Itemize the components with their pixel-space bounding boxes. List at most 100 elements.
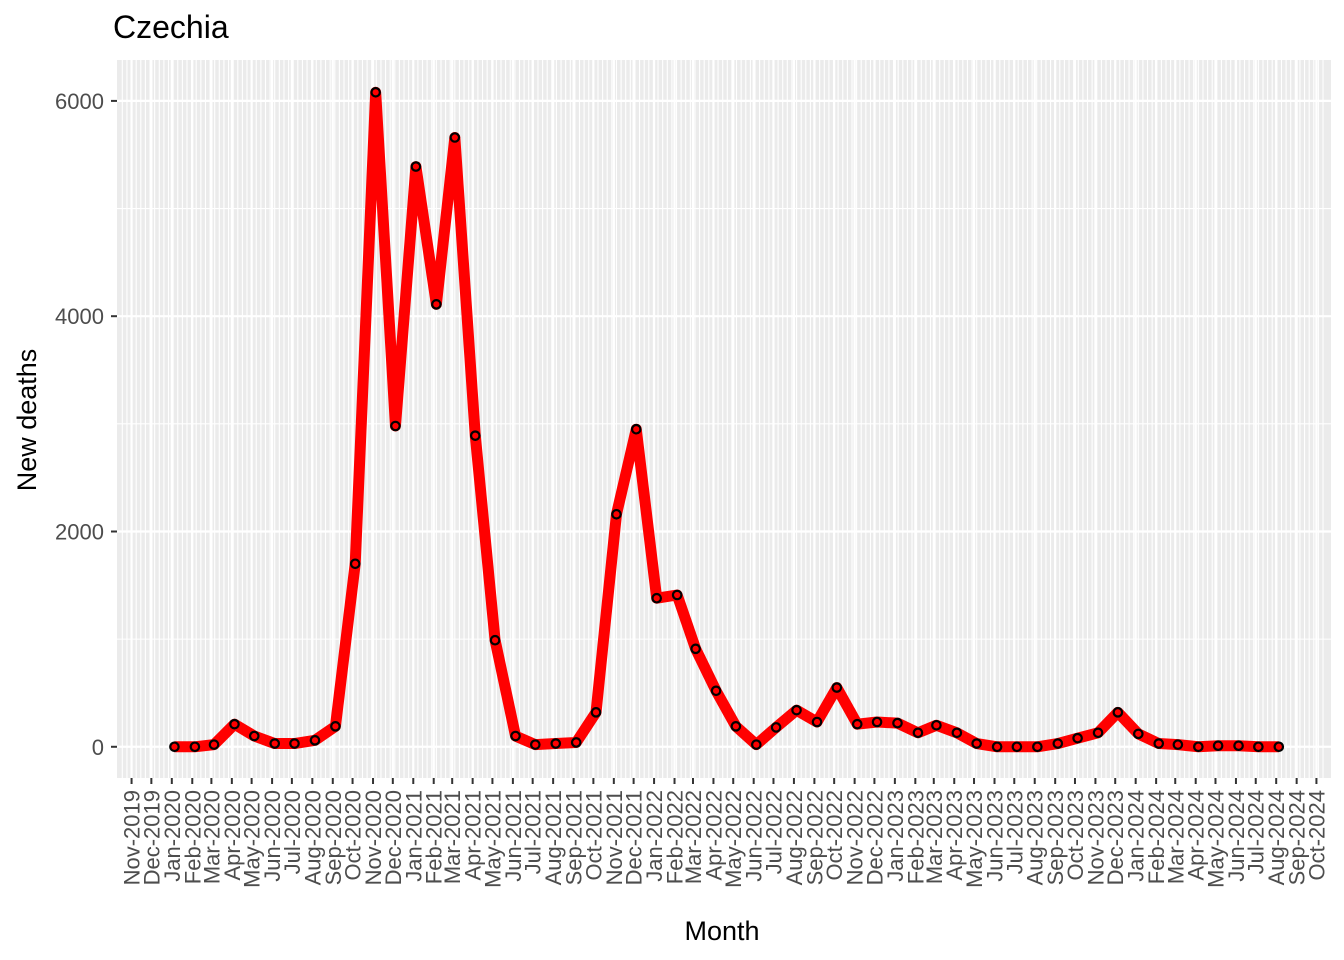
minor-gridlines-x: [121, 60, 1324, 778]
y-tick-label-0: 0: [92, 735, 104, 760]
data-point-23: [630, 423, 642, 435]
x-tick-label-34: Sep-2022: [802, 790, 827, 885]
x-tick-label-32: Jul-2022: [761, 790, 786, 874]
x-tick-label-12: Nov-2020: [361, 790, 386, 885]
data-point-46: [1092, 727, 1104, 739]
data-point-7: [309, 735, 321, 746]
data-point-36: [892, 717, 903, 729]
x-tick-label-15: Feb-2021: [422, 790, 447, 884]
x-tick-label-22: Sep-2021: [562, 790, 587, 885]
data-point-2: [208, 739, 220, 750]
x-tick-label-54: May-2024: [1203, 790, 1228, 888]
x-tick-label-47: Oct-2023: [1063, 790, 1088, 881]
x-tick-label-2: Jan-2020: [160, 790, 185, 882]
x-tick-label-9: Aug-2020: [300, 790, 325, 885]
x-tick-label-1: Dec-2019: [139, 790, 164, 885]
x-tick-label-58: Sep-2024: [1285, 790, 1310, 885]
x-tick-label-49: Dec-2023: [1103, 790, 1128, 885]
data-point-35: [871, 716, 883, 728]
x-tick-label-6: May-2020: [240, 790, 265, 888]
data-point-38: [931, 719, 942, 731]
x-tick-label-5: Apr-2020: [220, 790, 245, 881]
x-tick-label-8: Jul-2020: [280, 790, 305, 874]
data-point-41: [991, 741, 1003, 753]
data-point-26: [690, 643, 701, 655]
data-point-3: [229, 718, 240, 730]
data-point-13: [431, 299, 442, 310]
data-point-43: [1032, 741, 1043, 753]
x-tick-label-39: Feb-2023: [903, 790, 928, 884]
data-point-24: [651, 592, 663, 604]
data-point-32: [811, 716, 823, 728]
x-tick-label-55: Jun-2024: [1224, 790, 1249, 882]
x-tick-label-56: Jul-2024: [1244, 790, 1269, 874]
x-tick-label-20: Jul-2021: [521, 790, 546, 874]
data-point-44: [1052, 738, 1064, 749]
data-point-0: [169, 741, 180, 753]
data-point-14: [449, 132, 461, 143]
data-point-19: [550, 738, 562, 749]
x-tick-label-46: Sep-2023: [1043, 790, 1068, 885]
x-tick-label-17: Apr-2021: [461, 790, 486, 881]
data-point-4: [248, 730, 260, 742]
plot-panel: [117, 60, 1331, 778]
data-point-12: [410, 161, 422, 172]
series-points-group: [169, 86, 1285, 753]
data-point-11: [390, 420, 401, 432]
data-point-20: [570, 737, 582, 748]
x-tick-label-21: Aug-2021: [541, 790, 566, 885]
y-axis: 0 2000 4000 6000: [55, 89, 117, 760]
y-tick-label-2000: 2000: [55, 519, 104, 544]
data-point-16: [489, 634, 501, 646]
data-point-51: [1193, 741, 1204, 753]
data-point-53: [1233, 740, 1244, 752]
data-point-45: [1072, 732, 1083, 744]
major-gridlines-y: [117, 99, 1331, 748]
x-tick-label-57: Aug-2024: [1264, 790, 1289, 885]
data-point-21: [590, 707, 602, 718]
x-tick-label-4: Mar-2020: [199, 790, 224, 884]
data-point-27: [710, 685, 722, 697]
data-point-55: [1273, 741, 1285, 753]
x-tick-label-41: Apr-2023: [942, 790, 967, 881]
data-point-52: [1212, 740, 1224, 752]
data-point-40: [971, 738, 982, 749]
x-tick-label-42: May-2023: [962, 790, 987, 888]
x-tick-label-48: Nov-2023: [1083, 790, 1108, 885]
x-tick-label-7: Jun-2020: [260, 790, 285, 882]
data-point-39: [951, 727, 963, 739]
data-point-29: [751, 739, 762, 750]
x-tick-label-24: Nov-2021: [602, 790, 627, 885]
x-tick-label-50: Jan-2024: [1124, 790, 1149, 882]
x-tick-label-51: Feb-2024: [1144, 790, 1169, 884]
x-tick-label-36: Nov-2022: [843, 790, 868, 885]
data-point-47: [1112, 707, 1124, 718]
data-point-50: [1172, 739, 1184, 750]
data-point-42: [1011, 741, 1023, 753]
data-point-18: [530, 739, 541, 750]
x-tick-label-13: Dec-2020: [381, 790, 406, 885]
data-point-54: [1253, 741, 1264, 753]
data-point-22: [611, 508, 622, 520]
data-point-34: [851, 718, 863, 730]
x-tick-label-16: Mar-2021: [440, 790, 465, 884]
data-point-6: [289, 738, 300, 749]
x-tick-label-28: Mar-2022: [681, 790, 706, 884]
x-tick-label-0: Nov-2019: [120, 790, 145, 885]
x-tick-label-44: Jul-2023: [1002, 790, 1027, 874]
y-tick-label-6000: 6000: [55, 89, 104, 114]
data-point-17: [510, 730, 521, 742]
major-gridlines-x: [130, 60, 1318, 778]
x-tick-label-25: Dec-2021: [622, 790, 647, 885]
data-point-49: [1153, 738, 1165, 749]
x-axis: Nov-2019Dec-2019Jan-2020Feb-2020Mar-2020…: [120, 778, 1329, 888]
x-tick-label-29: Apr-2022: [701, 790, 726, 881]
x-tick-label-40: Mar-2023: [922, 790, 947, 884]
data-point-15: [469, 430, 481, 441]
x-tick-label-59: Oct-2024: [1304, 790, 1329, 881]
data-point-28: [730, 721, 742, 732]
minor-gridlines-y: [117, 208, 1331, 640]
x-tick-label-35: Oct-2022: [822, 790, 847, 881]
x-tick-label-14: Jan-2021: [401, 790, 426, 882]
